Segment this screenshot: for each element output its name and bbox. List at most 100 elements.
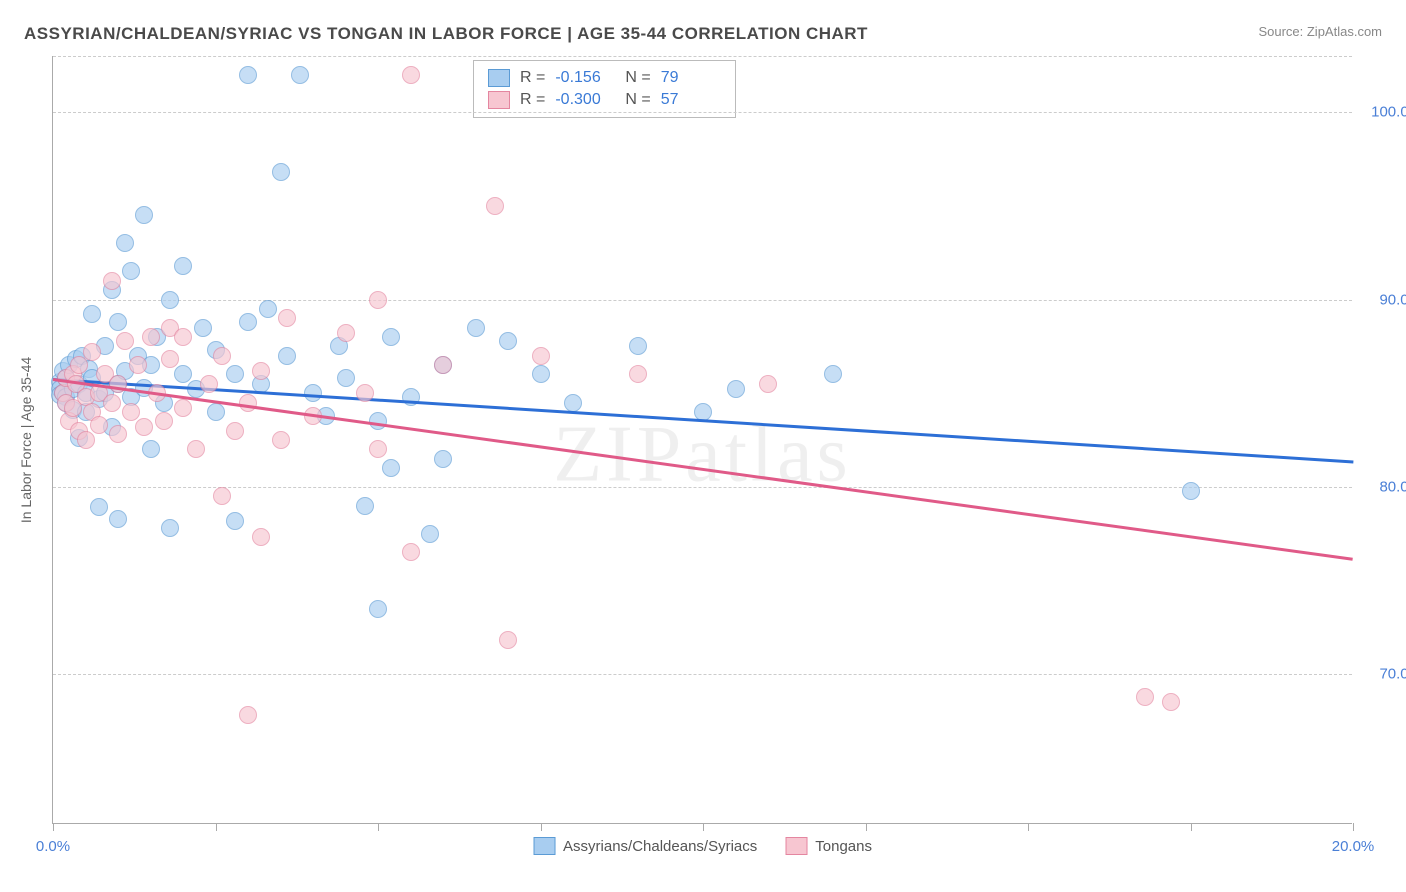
legend-item: Tongans (785, 837, 872, 855)
data-point (200, 375, 218, 393)
data-point (727, 380, 745, 398)
data-point (174, 257, 192, 275)
data-point (187, 440, 205, 458)
legend-series: Assyrians/Chaldeans/Syriacs Tongans (533, 837, 872, 855)
r-value: -0.156 (555, 69, 615, 87)
data-point (499, 332, 517, 350)
data-point (356, 384, 374, 402)
r-label: R = (520, 69, 545, 87)
data-point (499, 631, 517, 649)
x-tick (216, 823, 217, 831)
data-point (421, 525, 439, 543)
n-label: N = (625, 69, 650, 87)
data-point (1136, 688, 1154, 706)
data-point (109, 313, 127, 331)
x-tick (1028, 823, 1029, 831)
x-tick (1353, 823, 1354, 831)
data-point (109, 425, 127, 443)
data-point (369, 600, 387, 618)
x-tick (1191, 823, 1192, 831)
data-point (174, 328, 192, 346)
data-point (369, 291, 387, 309)
legend-row: R = -0.156 N = 79 (488, 67, 721, 89)
data-point (239, 313, 257, 331)
data-point (122, 262, 140, 280)
data-point (161, 291, 179, 309)
data-point (90, 416, 108, 434)
x-tick (866, 823, 867, 831)
r-value: -0.300 (555, 91, 615, 109)
n-value: 57 (661, 91, 721, 109)
legend-label: Assyrians/Chaldeans/Syriacs (563, 838, 757, 855)
data-point (239, 706, 257, 724)
data-point (90, 498, 108, 516)
data-point (129, 356, 147, 374)
data-point (135, 418, 153, 436)
x-tick (703, 823, 704, 831)
y-tick-label: 70.0% (1362, 666, 1406, 683)
gridline (53, 112, 1352, 113)
data-point (824, 365, 842, 383)
data-point (122, 403, 140, 421)
data-point (278, 347, 296, 365)
trend-line (53, 378, 1353, 463)
y-axis-label: In Labor Force | Age 35-44 (18, 357, 34, 523)
data-point (272, 163, 290, 181)
data-point (155, 412, 173, 430)
data-point (356, 497, 374, 515)
data-point (1182, 482, 1200, 500)
data-point (116, 332, 134, 350)
data-point (239, 66, 257, 84)
x-tick (53, 823, 54, 831)
x-tick (541, 823, 542, 831)
data-point (161, 350, 179, 368)
chart-source: Source: ZipAtlas.com (1258, 24, 1382, 39)
data-point (382, 328, 400, 346)
x-tick-label: 0.0% (36, 838, 70, 855)
data-point (532, 365, 550, 383)
y-tick-label: 90.0% (1362, 291, 1406, 308)
data-point (142, 328, 160, 346)
legend-label: Tongans (815, 838, 872, 855)
data-point (116, 234, 134, 252)
n-label: N = (625, 91, 650, 109)
data-point (1162, 693, 1180, 711)
data-point (629, 337, 647, 355)
data-point (213, 487, 231, 505)
data-point (174, 399, 192, 417)
r-label: R = (520, 91, 545, 109)
legend-swatch (533, 837, 555, 855)
legend-row: R = -0.300 N = 57 (488, 89, 721, 111)
data-point (434, 356, 452, 374)
data-point (434, 450, 452, 468)
data-point (337, 369, 355, 387)
legend-swatch (488, 69, 510, 87)
data-point (369, 440, 387, 458)
gridline (53, 674, 1352, 675)
data-point (174, 365, 192, 383)
data-point (226, 512, 244, 530)
data-point (226, 422, 244, 440)
data-point (103, 272, 121, 290)
data-point (142, 440, 160, 458)
data-point (213, 347, 231, 365)
data-point (467, 319, 485, 337)
n-value: 79 (661, 69, 721, 87)
gridline (53, 487, 1352, 488)
legend-swatch (488, 91, 510, 109)
data-point (252, 362, 270, 380)
data-point (194, 319, 212, 337)
data-point (291, 66, 309, 84)
data-point (486, 197, 504, 215)
data-point (382, 459, 400, 477)
data-point (161, 519, 179, 537)
data-point (402, 543, 420, 561)
y-tick-label: 100.0% (1362, 104, 1406, 121)
plot-area: ZIPatlas R =-0.156N =79R =-0.300N =57 As… (52, 56, 1352, 824)
data-point (109, 510, 127, 528)
gridline (53, 56, 1352, 57)
data-point (278, 309, 296, 327)
data-point (402, 66, 420, 84)
data-point (207, 403, 225, 421)
x-tick-label: 20.0% (1332, 838, 1375, 855)
